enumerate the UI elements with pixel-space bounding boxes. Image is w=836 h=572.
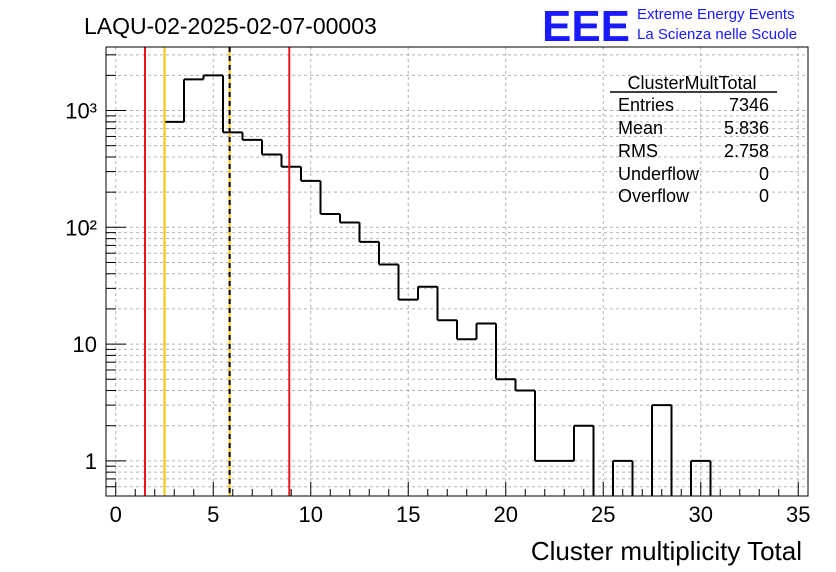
logo-line-2: La Scienza nelle Scuole [637,26,797,43]
axis-ticks [106,54,799,497]
x-tick-label: 10 [299,502,323,527]
stats-label: Underflow [618,164,700,184]
marker-lines [144,47,291,496]
stats-value: 7346 [729,95,769,115]
stats-value: 5.836 [724,118,769,138]
histogram [163,74,712,496]
stats-box: ClusterMultTotal Entries 7346 Mean 5.836… [610,73,777,206]
stats-label: Mean [618,118,663,138]
x-tick-label: 15 [396,502,420,527]
logo-line-1: Extreme Energy Events [637,6,795,23]
x-tick-label: 25 [591,502,615,527]
x-tick-label: 20 [494,502,518,527]
stats-value: 2.758 [724,141,769,161]
x-tick-label: 35 [786,502,810,527]
chart-title: LAQU-02-2025-02-07-00003 [84,13,377,39]
stats-label: Entries [618,95,674,115]
eee-logo: EEE [542,2,630,51]
grid [106,47,808,497]
x-tick-label: 0 [110,502,122,527]
axis-tick-labels: 0 5 10 15 20 25 30 35 1 10 10² 10³ [65,99,810,527]
stats-value: 0 [759,164,769,184]
y-tick-label: 10² [65,215,97,240]
plot-frame [105,46,809,497]
x-axis-label: Cluster multiplicity Total [531,536,802,566]
y-tick-label: 1 [85,449,97,474]
stats-title: ClusterMultTotal [627,73,756,93]
stats-label: Overflow [618,186,690,206]
y-tick-label: 10³ [65,99,97,124]
y-tick-label: 10 [73,332,97,357]
stats-label: RMS [618,141,658,161]
x-tick-label: 30 [689,502,713,527]
x-tick-label: 5 [207,502,219,527]
stats-value: 0 [759,186,769,206]
